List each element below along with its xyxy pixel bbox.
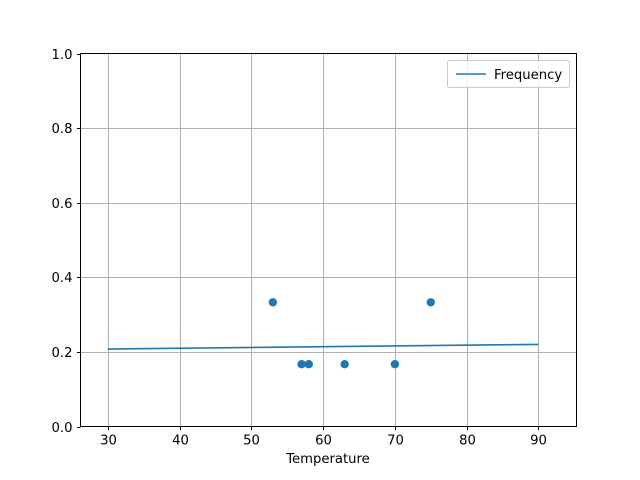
scatter-point xyxy=(340,360,349,369)
legend-frame xyxy=(447,60,570,88)
line-frequency xyxy=(107,343,539,350)
legend-label-frequency: Frequency xyxy=(494,68,562,83)
x-tick-label: 70 xyxy=(387,434,404,449)
y-tick-label: 0.8 xyxy=(52,122,73,137)
y-tick-label: 1.0 xyxy=(52,48,73,63)
x-tick-label: 50 xyxy=(243,434,260,449)
y-tick-label: 0.6 xyxy=(52,197,73,212)
x-tick-label: 30 xyxy=(100,434,117,449)
axis-tick-labels: 30 40 50 60 70 80 90 0.0 0.2 0.4 0.6 0.8 1.0 xyxy=(52,48,547,449)
scatter-point xyxy=(304,360,313,369)
x-tick-label: 90 xyxy=(530,434,547,449)
scatter-point xyxy=(390,360,400,369)
legend[interactable]: Frequency xyxy=(447,60,570,88)
axis-tick-marks xyxy=(77,53,540,430)
scatter-point xyxy=(297,360,306,369)
line-series-group xyxy=(107,343,539,350)
x-tick-label: 60 xyxy=(315,434,332,449)
x-tick-label: 80 xyxy=(459,434,476,449)
x-axis-title: Temperature xyxy=(285,452,370,467)
scatter-series-group xyxy=(268,298,435,369)
axes-spines xyxy=(79,52,578,428)
grid-lines xyxy=(80,53,577,427)
y-tick-label: 0.0 xyxy=(52,421,73,436)
scatter-point xyxy=(426,298,435,307)
y-tick-label: 0.2 xyxy=(52,346,73,361)
y-tick-label: 0.4 xyxy=(52,271,73,286)
x-tick-label: 40 xyxy=(172,434,189,449)
scatter-point xyxy=(268,298,278,307)
